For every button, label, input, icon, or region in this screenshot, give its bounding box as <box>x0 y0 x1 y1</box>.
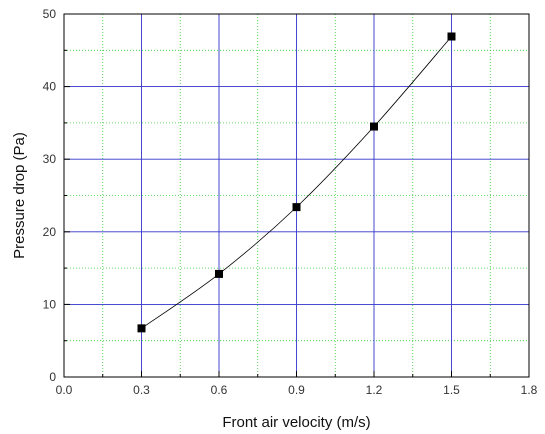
x-tick-label: 1.5 <box>443 383 460 397</box>
axis-ticks <box>63 13 530 378</box>
y-tick-label: 10 <box>43 297 57 311</box>
x-tick-label: 0.3 <box>133 383 150 397</box>
data-point-marker <box>215 269 223 278</box>
x-tick-label: 0.6 <box>211 383 228 397</box>
y-tick-label: 40 <box>43 80 57 94</box>
x-tick-labels: 0.0 0.3 0.6 0.9 1.2 1.5 1.8 <box>56 383 538 397</box>
x-tick-label: 1.2 <box>366 383 383 397</box>
data-point-marker <box>370 122 378 131</box>
y-tick-label: 20 <box>43 225 57 239</box>
series-layer <box>137 32 456 333</box>
y-tick-label: 0 <box>49 370 56 384</box>
data-point-marker <box>137 324 146 333</box>
x-axis-title: Front air velocity (m/s) <box>222 414 370 431</box>
x-tick-label: 0.0 <box>56 383 73 397</box>
y-tick-labels: 0 10 20 30 40 50 <box>43 7 57 384</box>
y-tick-label: 50 <box>43 7 57 21</box>
y-axis-title: Pressure drop (Pa) <box>11 132 28 259</box>
major-grid <box>64 14 529 377</box>
x-tick-label: 1.8 <box>521 383 538 397</box>
data-point-marker <box>292 203 301 212</box>
x-tick-label: 0.9 <box>288 383 305 397</box>
y-tick-label: 30 <box>43 152 57 166</box>
data-point-marker <box>447 32 456 41</box>
